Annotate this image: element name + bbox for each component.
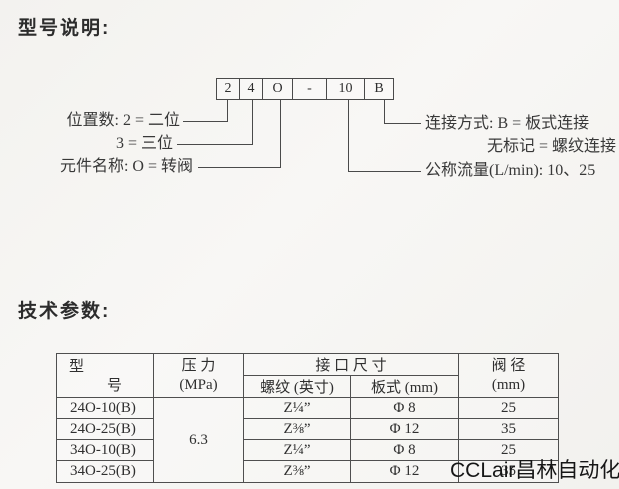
- code-cell-component: O: [263, 79, 293, 99]
- technical-parameters-title: 技术参数:: [18, 301, 111, 322]
- label-nominal-flow: 公称流量(L/min): 10、25: [425, 162, 596, 179]
- header-port-size: 接 口 尺 寸: [242, 353, 460, 376]
- table-row: 24O-25(B) Z⅜” Φ 12 35: [56, 418, 560, 440]
- connector-flow-horizontal: [348, 171, 421, 172]
- cell-thread: Z⅜”: [243, 418, 351, 440]
- connector-positions-vertical: [227, 99, 228, 122]
- connector-flow-vertical: [348, 99, 349, 172]
- connector-component-vertical: [280, 99, 281, 168]
- table-row: 24O-10(B) 6.3 Z¼” Φ 8 25: [56, 397, 560, 483]
- code-cell-connection: B: [374, 81, 384, 96]
- model-code-box: 2 4 O - 10 B: [216, 78, 394, 100]
- table-row: 34O-25(B) Z⅜” Φ 12 35: [56, 460, 560, 483]
- header-thread: 螺纹 (英寸): [243, 375, 351, 398]
- cell-diameter: 25: [458, 397, 560, 419]
- connector-positions-horizontal: [183, 121, 228, 122]
- cell-plate: Φ 12: [349, 418, 460, 440]
- cell-model: 24O-10(B): [56, 397, 154, 419]
- cell-plate: Φ 8: [349, 397, 460, 419]
- label-positions3: 3 = 三位: [115, 135, 173, 152]
- watermark-cclair: CCLair昌林自动化: [450, 459, 619, 482]
- header-plate: 板式 (mm): [349, 375, 460, 398]
- header-diameter-label: 阀 径: [491, 357, 526, 374]
- header-model: 型 号: [56, 353, 154, 398]
- code-cell-positions: 2: [217, 79, 240, 99]
- cell-model: 34O-25(B): [56, 460, 154, 483]
- code-cell-positions-alt: 4: [240, 79, 263, 99]
- code-cell-dash: -: [293, 79, 327, 99]
- label-connection: 连接方式: B = 板式连接: [425, 115, 590, 132]
- cell-model: 34O-10(B): [56, 439, 154, 461]
- header-diameter: 阀 径 (mm): [458, 353, 560, 398]
- label-component: 元件名称: O = 转阀: [59, 158, 193, 175]
- connector-positions3-horizontal: [177, 144, 253, 145]
- header-pressure-label: 压 力: [181, 357, 216, 374]
- cell-thread: Z¼”: [243, 397, 351, 419]
- spec-table: 型 号 压 力 (MPa) 接 口 尺 寸 阀 径 (mm) 螺纹 (英寸) 板…: [56, 353, 560, 483]
- cell-model: 24O-25(B): [56, 418, 154, 440]
- cell-pressure: 6.3: [153, 397, 244, 483]
- model-designation-title: 型号说明:: [18, 18, 111, 39]
- label-positions: 位置数: 2 = 二位: [66, 112, 180, 129]
- cell-diameter: 35: [458, 418, 560, 440]
- header-diameter-unit: (mm): [491, 376, 526, 393]
- connector-component-horizontal: [198, 167, 281, 168]
- header-pressure-unit: (MPa): [179, 376, 218, 393]
- connector-positions3-vertical: [252, 99, 253, 145]
- label-no-mark: 无标记 = 螺纹连接: [486, 138, 616, 155]
- connector-connection-vertical: [384, 99, 385, 124]
- cell-plate: Φ 12: [349, 460, 460, 483]
- cell-thread: Z¼”: [243, 439, 351, 461]
- cell-plate: Φ 8: [349, 439, 460, 461]
- code-cell-flow: 10: [327, 79, 365, 99]
- header-pressure: 压 力 (MPa): [153, 353, 244, 398]
- header-model-char1: 型: [69, 358, 85, 375]
- header-model-char2: 号: [107, 377, 123, 394]
- connector-connection-horizontal: [384, 123, 421, 124]
- cell-thread: Z⅜”: [243, 460, 351, 483]
- cell-diameter: 35: [458, 460, 560, 483]
